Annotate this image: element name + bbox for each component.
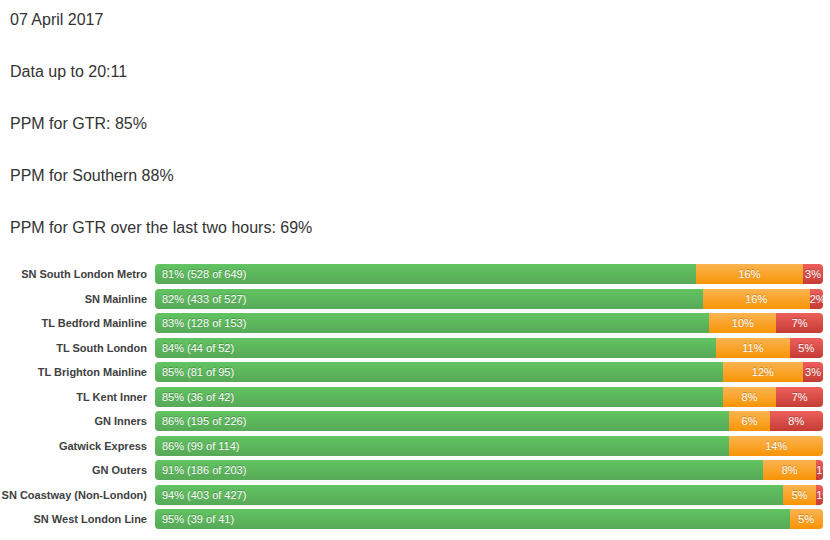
stacked-bar: 86% (195 of 226) 6% 8% [155,411,823,431]
bar-segment-very-late: 1% [816,460,823,480]
bar-segment-very-late: 8% [770,411,823,431]
stacked-bar: 82% (433 of 527) 16% 2% [155,289,823,309]
bar-segment-very-late: 5% [790,338,823,358]
bar-segment-on-time: 86% (99 of 114) [155,436,729,456]
data-up-to: Data up to 20:11 [10,61,820,82]
bar-segment-on-time: 82% (433 of 527) [155,289,703,309]
row-label: SN West London Line [0,509,155,529]
bar-segment-late: 16% [696,264,803,284]
bar-segment-on-time: 83% (128 of 153) [155,313,709,333]
bar-segment-late: 5% [783,485,816,505]
row-label: SN Coastway (Non-London) [0,485,155,505]
bar-segment-on-time: 94% (403 of 427) [155,485,783,505]
chart-row: SN West London Line 95% (39 of 41) 5% [0,509,823,529]
chart-row: TL Brighton Mainline 85% (81 of 95) 12% … [0,362,823,382]
stacked-bar: 83% (128 of 153) 10% 7% [155,313,823,333]
stacked-bar: 94% (403 of 427) 5% 1% [155,485,823,505]
chart-row: GN Inners 86% (195 of 226) 6% 8% [0,411,823,431]
row-label: GN Outers [0,460,155,480]
stacked-bar: 95% (39 of 41) 5% [155,509,823,529]
bar-segment-late: 10% [709,313,776,333]
stacked-bar: 85% (36 of 42) 8% 7% [155,387,823,407]
bar-segment-very-late: 7% [776,313,823,333]
row-label: TL Kent Inner [0,387,155,407]
chart-row: Gatwick Express 86% (99 of 114) 14% [0,436,823,456]
report-header: 07 April 2017 Data up to 20:11 PPM for G… [10,0,820,269]
bar-segment-on-time: 95% (39 of 41) [155,509,790,529]
row-label: TL Bedford Mainline [0,313,155,333]
bar-segment-on-time: 85% (81 of 95) [155,362,723,382]
bar-segment-late: 14% [729,436,823,456]
stacked-bar: 91% (186 of 203) 8% 1% [155,460,823,480]
row-label: GN Inners [0,411,155,431]
bar-segment-on-time: 86% (195 of 226) [155,411,729,431]
chart-row: SN Mainline 82% (433 of 527) 16% 2% [0,289,823,309]
bar-segment-on-time: 84% (44 of 52) [155,338,716,358]
row-label: TL Brighton Mainline [0,362,155,382]
chart-row: TL Bedford Mainline 83% (128 of 153) 10%… [0,313,823,333]
stacked-bar: 81% (528 of 649) 16% 3% [155,264,823,284]
row-label: SN South London Metro [0,264,155,284]
chart-row: SN Coastway (Non-London) 94% (403 of 427… [0,485,823,505]
bar-segment-late: 12% [723,362,803,382]
stacked-bar: 86% (99 of 114) 14% [155,436,823,456]
bar-segment-on-time: 85% (36 of 42) [155,387,723,407]
ppm-gtr: PPM for GTR: 85% [10,113,820,134]
bar-segment-late: 11% [716,338,789,358]
bar-segment-late: 8% [763,460,816,480]
row-label: Gatwick Express [0,436,155,456]
ppm-stacked-bar-chart: SN South London Metro 81% (528 of 649) 1… [0,264,823,534]
chart-row: TL Kent Inner 85% (36 of 42) 8% 7% [0,387,823,407]
bar-segment-late: 5% [790,509,823,529]
bar-segment-on-time: 81% (528 of 649) [155,264,696,284]
chart-row: SN South London Metro 81% (528 of 649) 1… [0,264,823,284]
stacked-bar: 84% (44 of 52) 11% 5% [155,338,823,358]
bar-segment-very-late: 7% [776,387,823,407]
row-label: TL South London [0,338,155,358]
chart-row: TL South London 84% (44 of 52) 11% 5% [0,338,823,358]
bar-segment-very-late: 1% [816,485,823,505]
bar-segment-late: 8% [723,387,776,407]
chart-row: GN Outers 91% (186 of 203) 8% 1% [0,460,823,480]
bar-segment-late: 6% [729,411,769,431]
bar-segment-very-late: 2% [810,289,823,309]
bar-segment-very-late: 3% [803,362,823,382]
row-label: SN Mainline [0,289,155,309]
bar-segment-late: 16% [703,289,810,309]
ppm-southern: PPM for Southern 88% [10,165,820,186]
ppm-gtr-two-hours: PPM for GTR over the last two hours: 69% [10,217,820,238]
bar-segment-on-time: 91% (186 of 203) [155,460,763,480]
report-date: 07 April 2017 [10,9,820,30]
stacked-bar: 85% (81 of 95) 12% 3% [155,362,823,382]
bar-segment-very-late: 3% [803,264,823,284]
